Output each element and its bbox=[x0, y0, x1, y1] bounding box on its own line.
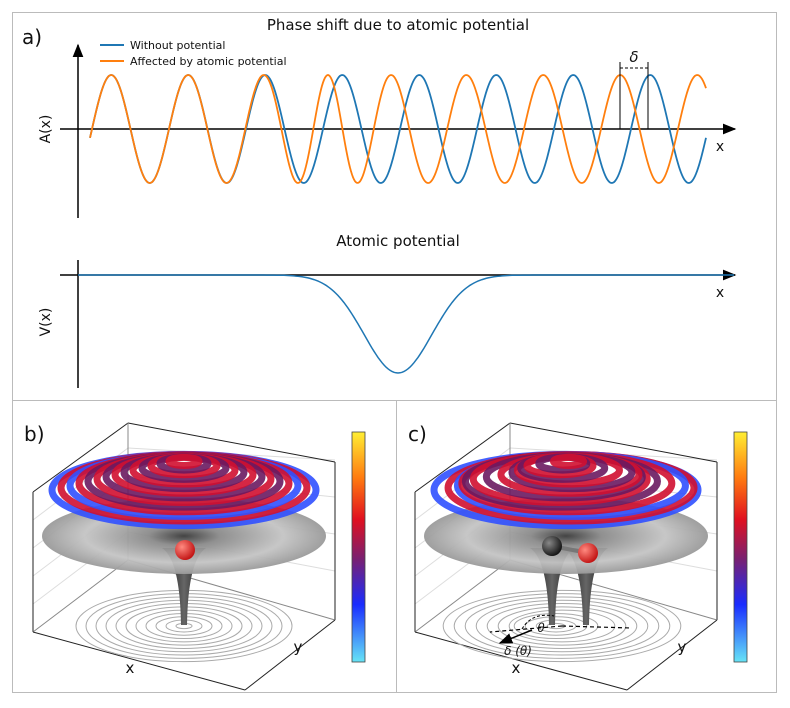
potential-funnel bbox=[530, 548, 574, 625]
delta-arrow bbox=[498, 629, 533, 644]
annotation: δ bbox=[629, 48, 638, 66]
atom bbox=[542, 536, 562, 556]
contour bbox=[513, 612, 599, 640]
y-axis-label: A(x) bbox=[38, 115, 54, 144]
legend-label: Without potential bbox=[130, 39, 225, 52]
delta-marker bbox=[619, 62, 649, 129]
potential-funnel bbox=[162, 548, 206, 625]
box-edge bbox=[127, 422, 336, 463]
legend-label: Affected by atomic potential bbox=[130, 55, 287, 68]
atom bbox=[578, 543, 598, 563]
contour bbox=[453, 593, 671, 659]
potential-curve bbox=[78, 274, 734, 374]
contour bbox=[486, 603, 638, 649]
annotation: δ (θ) bbox=[504, 644, 532, 658]
box-edge bbox=[32, 422, 129, 493]
contour bbox=[497, 606, 627, 646]
atom bbox=[175, 540, 195, 560]
colorbar bbox=[733, 431, 748, 663]
axes bbox=[60, 43, 737, 388]
x-axis-label: x bbox=[716, 285, 724, 301]
box-edge bbox=[414, 559, 511, 633]
box-edge bbox=[626, 619, 718, 691]
y-axis-label: y bbox=[678, 638, 687, 656]
contour bbox=[464, 596, 660, 656]
contour bbox=[524, 616, 588, 636]
theta-arc bbox=[521, 614, 555, 630]
box-edge bbox=[489, 625, 563, 633]
x-axis-label: x bbox=[512, 659, 521, 677]
contour bbox=[442, 589, 682, 663]
box-edge bbox=[414, 631, 628, 691]
contour bbox=[475, 599, 649, 653]
panel-label: b) bbox=[24, 422, 45, 446]
wave-ring bbox=[550, 453, 588, 469]
panel-b-scene bbox=[32, 422, 366, 691]
y-axis-label: V(x) bbox=[38, 308, 54, 337]
box-edge bbox=[32, 631, 246, 691]
panel-c-scene bbox=[414, 422, 748, 691]
x-axis-label: x bbox=[126, 659, 135, 677]
colorbar bbox=[351, 431, 366, 663]
box-edge bbox=[32, 559, 129, 633]
wave-with-potential bbox=[89, 74, 707, 184]
x-axis-label: x bbox=[716, 139, 724, 155]
box-edge bbox=[509, 422, 718, 463]
plot-title: Phase shift due to atomic potential bbox=[267, 16, 529, 34]
contour bbox=[508, 609, 616, 643]
panel-frames bbox=[12, 12, 777, 693]
legend: Without potential Affected by atomic pote… bbox=[100, 39, 287, 68]
panel-label: c) bbox=[408, 422, 427, 446]
contour bbox=[535, 619, 577, 633]
potential-funnel bbox=[564, 548, 608, 625]
wave-ring bbox=[165, 453, 203, 469]
curves bbox=[78, 74, 734, 374]
box-edge bbox=[244, 619, 336, 691]
box-edge bbox=[561, 625, 633, 629]
y-axis-label: y bbox=[294, 638, 303, 656]
box-edge bbox=[414, 422, 511, 493]
plot-title: Atomic potential bbox=[336, 232, 460, 250]
panel-label: a) bbox=[22, 25, 42, 49]
annotation: θ bbox=[537, 621, 545, 635]
